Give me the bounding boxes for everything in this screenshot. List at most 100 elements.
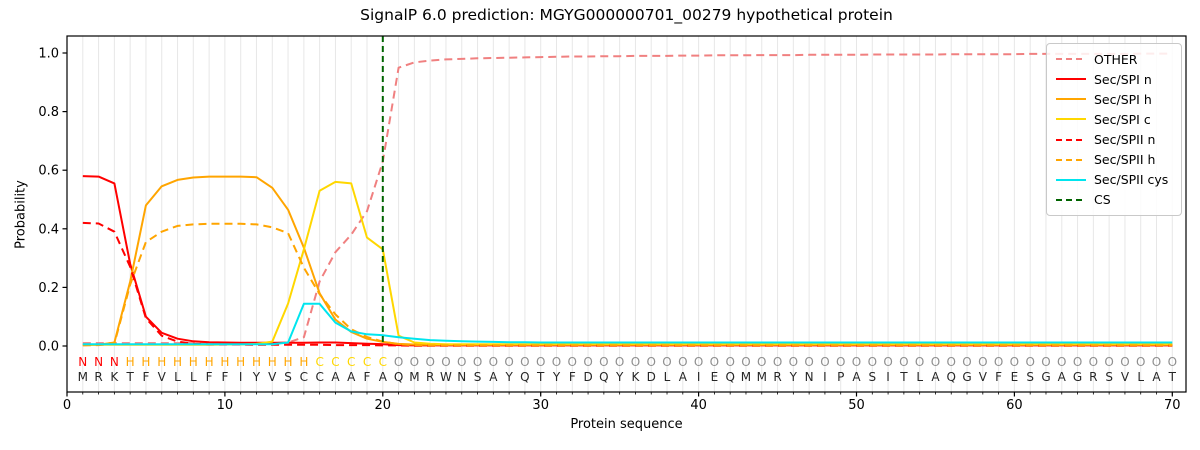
region-letter: O	[599, 355, 608, 369]
sequence-letter: A	[331, 370, 340, 384]
legend-item: Sec/SPII cys	[1056, 172, 1172, 187]
sequence-letter: L	[174, 370, 181, 384]
sequence-letter: A	[489, 370, 498, 384]
sequence-letter: A	[347, 370, 356, 384]
y-tick-label: 0.0	[38, 340, 59, 355]
sequence-letter: S	[474, 370, 482, 384]
legend-line-sample	[1056, 158, 1086, 161]
plot-frame	[66, 35, 1187, 393]
region-letter: O	[1120, 355, 1129, 369]
region-letter: C	[347, 355, 355, 369]
sequence-letter: F	[206, 370, 213, 384]
region-letter: O	[820, 355, 829, 369]
legend-item: OTHER	[1056, 52, 1172, 67]
legend-label: Sec/SPI h	[1094, 91, 1152, 107]
region-letter: O	[978, 355, 987, 369]
x-tick-label: 30	[532, 398, 549, 413]
sequence-letter: Q	[520, 370, 529, 384]
sequence-letter: A	[379, 370, 388, 384]
sequence-letter: N	[805, 370, 814, 384]
region-letter: O	[710, 355, 719, 369]
region-letter: O	[473, 355, 482, 369]
sequence-letter: A	[852, 370, 861, 384]
sequence-letter: Y	[504, 370, 513, 384]
region-letter: O	[457, 355, 466, 369]
sequence-letter: E	[711, 370, 719, 384]
region-letter: O	[1089, 355, 1098, 369]
sequence-letter: S	[1026, 370, 1034, 384]
region-letter: O	[931, 355, 940, 369]
region-letter: H	[299, 355, 308, 369]
chart-title: SignalP 6.0 prediction: MGYG000000701_00…	[360, 6, 893, 24]
region-letter: O	[868, 355, 877, 369]
sequence-letter: V	[268, 370, 277, 384]
legend-label: Sec/SPII n	[1094, 132, 1156, 148]
sequence-letter: Q	[725, 370, 734, 384]
sequence-letter: F	[995, 370, 1002, 384]
region-letter: O	[804, 355, 813, 369]
region-letter: C	[315, 355, 323, 369]
series-line-5	[82, 222, 1173, 347]
legend-line-sample	[1056, 198, 1086, 201]
region-letter: O	[647, 355, 656, 369]
x-tick-label: 50	[848, 398, 865, 413]
region-letter: C	[331, 355, 339, 369]
sequence-letter: F	[364, 370, 371, 384]
sequence-letter: F	[142, 370, 149, 384]
sequence-letter: V	[158, 370, 167, 384]
sequence-letter: F	[569, 370, 576, 384]
sequence-letter: W	[440, 370, 452, 384]
sequence-letter: A	[679, 370, 688, 384]
sequence-letter: G	[962, 370, 971, 384]
legend-item: CS	[1056, 192, 1172, 207]
sequence-letter: Q	[599, 370, 608, 384]
region-letter: O	[1010, 355, 1019, 369]
region-letter: O	[1073, 355, 1082, 369]
region-letter: O	[947, 355, 956, 369]
region-letter: H	[141, 355, 150, 369]
x-tick-label: 20	[375, 398, 392, 413]
sequence-letter: Y	[789, 370, 798, 384]
legend-line-sample	[1056, 98, 1086, 101]
y-tick-label: 0.2	[38, 281, 59, 296]
region-letter: H	[236, 355, 245, 369]
legend-item: Sec/SPI h	[1056, 92, 1172, 107]
sequence-letter: Q	[394, 370, 403, 384]
sequence-letter: V	[1121, 370, 1130, 384]
region-letter: O	[789, 355, 798, 369]
sequence-letter: M	[757, 370, 767, 384]
region-letter: O	[899, 355, 908, 369]
region-letter: H	[157, 355, 166, 369]
region-letter: O	[994, 355, 1003, 369]
legend-line-sample	[1056, 58, 1086, 61]
sequence-letter: F	[221, 370, 228, 384]
sequence-letter: Y	[615, 370, 624, 384]
legend-label: Sec/SPI c	[1094, 111, 1151, 127]
legend-label: Sec/SPII h	[1094, 152, 1156, 168]
sequence-letter: R	[773, 370, 781, 384]
sequence-letter: I	[823, 370, 827, 384]
region-letter: O	[1136, 355, 1145, 369]
region-letter: C	[379, 355, 387, 369]
sequence-letter: T	[899, 370, 908, 384]
legend-line-sample	[1056, 178, 1086, 181]
x-tick-label: 60	[1006, 398, 1023, 413]
region-letter: O	[883, 355, 892, 369]
region-letter: O	[394, 355, 403, 369]
legend-item: Sec/SPII n	[1056, 132, 1172, 147]
gridlines	[82, 36, 1173, 392]
sequence-letter: I	[239, 370, 243, 384]
sequence-letter: P	[837, 370, 844, 384]
region-letter: N	[94, 355, 103, 369]
region-letter: O	[441, 355, 450, 369]
region-letter: H	[126, 355, 135, 369]
region-letter: O	[678, 355, 687, 369]
sequence-letter: E	[1011, 370, 1019, 384]
region-letter: O	[631, 355, 640, 369]
region-letter: H	[173, 355, 182, 369]
sequence-letter: K	[110, 370, 119, 384]
region-letter: O	[425, 355, 434, 369]
sequence-letter: Q	[947, 370, 956, 384]
